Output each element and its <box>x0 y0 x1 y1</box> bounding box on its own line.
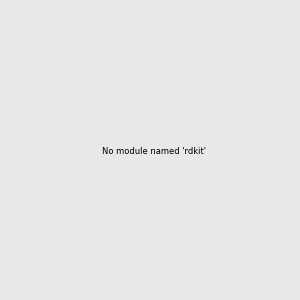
Text: No module named 'rdkit': No module named 'rdkit' <box>102 147 206 156</box>
